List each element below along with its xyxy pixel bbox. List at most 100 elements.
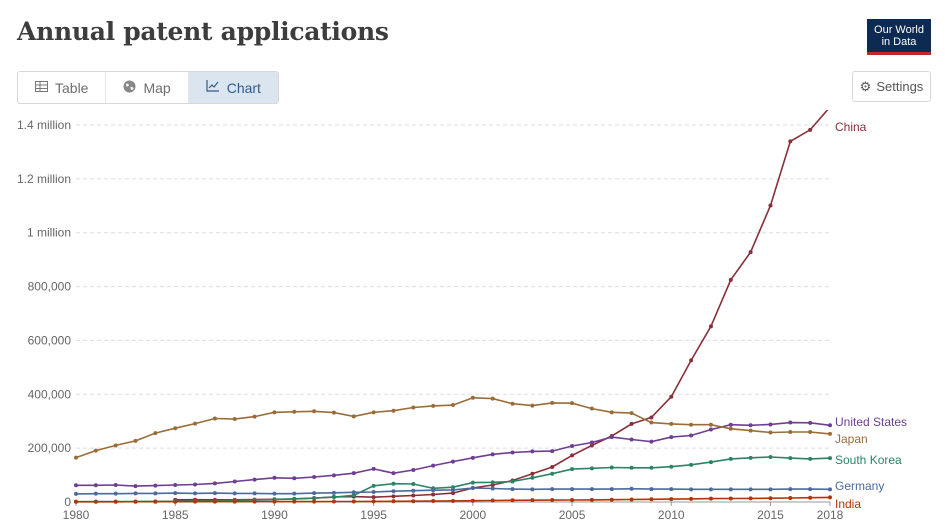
data-point <box>828 487 832 492</box>
data-point <box>153 491 158 496</box>
y-tick-label: 0 <box>64 495 71 509</box>
data-point <box>788 487 793 492</box>
data-point <box>609 497 614 502</box>
chart-icon <box>206 80 220 95</box>
data-point <box>530 403 535 408</box>
data-point <box>728 422 733 427</box>
page-title: Annual patent applications <box>17 17 389 46</box>
data-point <box>451 487 455 492</box>
data-point <box>649 415 654 420</box>
logo-line-1: Our World <box>874 24 924 36</box>
data-point <box>788 456 793 461</box>
tab-table[interactable]: Table <box>18 72 107 103</box>
table-icon <box>35 80 48 95</box>
data-point <box>550 464 555 469</box>
data-point <box>272 491 277 496</box>
data-point <box>828 431 832 436</box>
data-point <box>470 485 475 490</box>
data-point <box>649 420 654 425</box>
data-point <box>510 450 515 455</box>
data-point <box>193 499 198 504</box>
data-point <box>74 455 78 460</box>
data-point <box>768 496 773 501</box>
data-point <box>629 411 634 416</box>
data-point <box>828 423 832 428</box>
data-point <box>371 499 376 504</box>
data-point <box>431 463 436 468</box>
data-point <box>708 422 713 427</box>
y-tick-label: 600,000 <box>28 333 72 347</box>
data-point <box>570 443 575 448</box>
y-tick-label: 1.2 million <box>17 172 71 186</box>
data-point <box>669 497 674 502</box>
data-point <box>490 486 495 491</box>
data-point <box>411 405 416 410</box>
series-label: United States <box>835 415 907 429</box>
data-point <box>788 139 793 144</box>
tab-chart[interactable]: Chart <box>188 72 278 103</box>
series-label: India <box>835 497 861 511</box>
data-point <box>649 465 654 470</box>
data-point <box>292 476 297 481</box>
data-point <box>431 403 436 408</box>
data-point <box>93 483 98 488</box>
data-point <box>193 482 198 487</box>
data-point <box>173 499 178 504</box>
series-label: Japan <box>835 432 868 446</box>
data-point <box>629 465 634 470</box>
data-point <box>669 435 674 440</box>
settings-button[interactable]: ⚙ Settings <box>852 71 931 102</box>
data-point <box>570 487 575 492</box>
data-point <box>629 437 634 442</box>
data-point <box>828 456 832 461</box>
data-point <box>550 487 555 492</box>
series-label: China <box>835 120 867 134</box>
x-tick-label: 2010 <box>658 508 685 522</box>
data-point <box>728 426 733 431</box>
data-point <box>808 127 813 132</box>
data-point <box>252 414 257 419</box>
data-point <box>788 420 793 425</box>
globe-icon <box>123 80 136 96</box>
data-point <box>173 491 178 496</box>
data-point <box>74 491 78 496</box>
data-point <box>292 409 297 414</box>
data-point <box>431 499 436 504</box>
data-point <box>808 420 813 425</box>
x-tick-label: 2015 <box>757 508 784 522</box>
y-tick-label: 200,000 <box>28 441 72 455</box>
tab-table-label: Table <box>55 79 89 96</box>
data-point <box>312 409 317 414</box>
data-point <box>173 426 178 431</box>
data-point <box>748 428 753 433</box>
data-point <box>272 410 277 415</box>
data-point <box>252 499 257 504</box>
tab-map[interactable]: Map <box>106 72 189 103</box>
data-point <box>550 498 555 503</box>
data-point <box>609 465 614 470</box>
data-point <box>708 324 713 329</box>
data-point <box>768 422 773 427</box>
data-point <box>153 431 158 436</box>
data-point <box>431 488 436 493</box>
data-point <box>689 358 694 363</box>
data-point <box>391 408 396 413</box>
data-point <box>689 433 694 438</box>
data-point <box>530 475 535 480</box>
data-point <box>93 448 98 453</box>
data-point <box>649 487 654 492</box>
data-point <box>93 499 98 504</box>
data-point <box>708 427 713 432</box>
data-point <box>431 492 436 497</box>
data-point <box>470 480 475 485</box>
data-point <box>312 495 317 500</box>
series-label: Germany <box>835 479 884 493</box>
data-point <box>530 449 535 454</box>
owid-logo[interactable]: Our World in Data <box>867 19 931 55</box>
data-point <box>808 456 813 461</box>
data-point <box>708 496 713 501</box>
data-point <box>371 466 376 471</box>
data-point <box>808 487 813 492</box>
data-point <box>74 499 78 504</box>
data-point <box>768 487 773 492</box>
